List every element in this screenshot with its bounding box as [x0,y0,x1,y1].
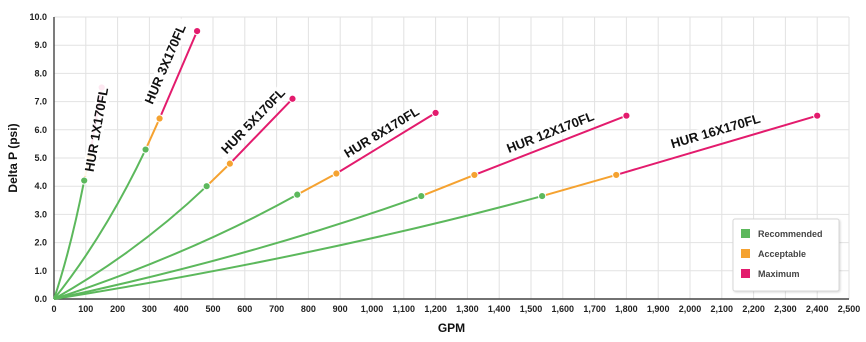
legend-swatch-recommended [741,229,750,238]
data-point-recommended [141,145,150,154]
x-tick-label: 2,400 [806,304,829,314]
series-line-recommended [53,195,543,300]
data-point-recommended [417,191,426,201]
series-line-acceptable [541,173,617,198]
y-tick-label: 7.0 [34,97,47,107]
x-tick-label: 1,300 [456,304,479,314]
y-tick-label: 10.0 [29,12,47,22]
x-tick-label: 200 [110,304,125,314]
x-tick-label: 2,100 [711,304,734,314]
y-axis-title: Delta P (psi) [6,123,20,192]
x-tick-label: 300 [142,304,157,314]
data-point-acceptable [612,170,621,180]
data-point-maximum [622,111,631,120]
x-tick-label: 1,700 [583,304,606,314]
x-tick-label: 1,600 [552,304,575,314]
y-tick-label: 5.0 [34,153,47,163]
data-point-maximum [288,94,297,103]
x-tick-label: 2,500 [838,304,861,314]
y-tick-label: 8.0 [34,68,47,78]
x-tick-label: 100 [78,304,93,314]
x-tick-label: 1,400 [488,304,511,314]
x-axis-title: GPM [438,321,465,335]
data-point-acceptable [470,170,479,180]
legend-box [732,218,840,292]
x-tick-label: 500 [205,304,220,314]
data-point-acceptable [332,169,341,178]
y-tick-label: 4.0 [34,181,47,191]
y-tick-label: 3.0 [34,209,47,219]
x-tick-label: 600 [237,304,252,314]
series-line-maximum [158,30,199,119]
x-tick-label: 400 [174,304,189,314]
legend-swatch-maximum [741,269,750,278]
x-tick-label: 700 [269,304,284,314]
data-point-maximum [193,27,202,36]
series-line-maximum [615,114,818,176]
legend-label-acceptable: Acceptable [758,249,806,259]
series-line-acceptable [205,162,231,187]
legend-swatch-acceptable [741,249,750,258]
x-tick-label: 0 [51,304,56,314]
x-tick-label: 1,100 [393,304,416,314]
series-line-recommended [53,149,147,300]
series-line-acceptable [420,173,475,197]
series-line-acceptable [296,172,337,196]
data-point-recommended [202,182,211,191]
x-tick-label: 1,200 [424,304,447,314]
series-label-background [667,111,764,152]
series-label-background [337,101,427,164]
y-tick-label: 2.0 [34,238,47,248]
legend-label-maximum: Maximum [758,269,800,279]
series-line-recommended [53,180,86,300]
x-tick-label: 2,000 [679,304,702,314]
x-tick-label: 1,800 [615,304,638,314]
data-point-recommended [538,191,547,201]
y-tick-label: 0.0 [34,294,47,304]
series-line-recommended [53,185,208,300]
series-line-recommended [53,193,298,300]
data-point-maximum [431,108,440,117]
legend: Recommended Acceptable Maximum [732,218,840,292]
y-tick-label: 9.0 [34,40,47,50]
data-point-recommended [80,176,89,185]
series-line-maximum [229,98,294,165]
x-tick-label: 1,000 [361,304,384,314]
y-tick-label: 1.0 [34,266,47,276]
x-tick-label: 1,500 [520,304,543,314]
series-label-background [215,81,292,161]
series-label-background [503,108,598,157]
series-label-background [81,81,113,179]
data-point-recommended [293,190,302,199]
x-tick-label: 1,900 [647,304,670,314]
series-line-acceptable [144,118,161,150]
series-line-recommended [53,195,422,300]
x-tick-label: 2,300 [774,304,797,314]
data-point-maximum [813,111,822,120]
data-point-acceptable [225,159,234,168]
series-line-maximum [474,114,627,176]
series-label-background [140,17,192,112]
x-tick-label: 900 [333,304,348,314]
series-line-maximum [335,112,437,175]
legend-label-recommended: Recommended [758,229,823,239]
y-tick-label: 6.0 [34,125,47,135]
data-point-acceptable [155,114,164,123]
x-tick-label: 2,200 [742,304,765,314]
x-tick-label: 800 [301,304,316,314]
